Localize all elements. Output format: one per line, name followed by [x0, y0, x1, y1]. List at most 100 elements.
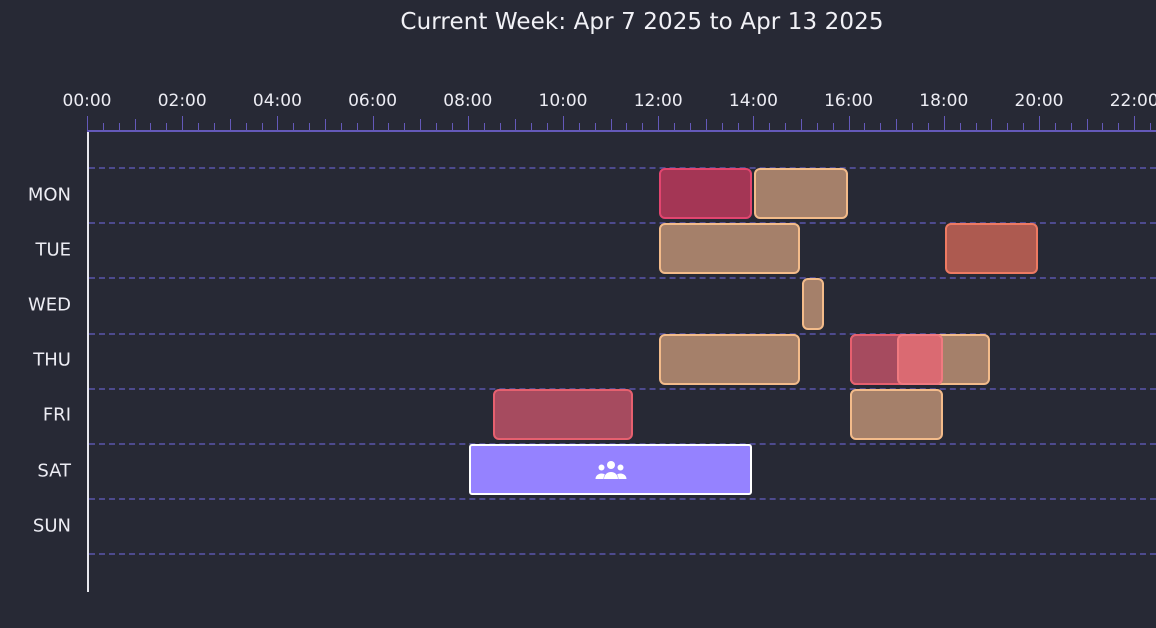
ruler-tick: [103, 123, 104, 130]
row-divider: [89, 277, 1156, 280]
ruler-tick: [626, 123, 627, 130]
event-tue-1200[interactable]: [659, 223, 800, 275]
ruler-line: [87, 130, 1156, 132]
event-tue-1800[interactable]: [944, 223, 1038, 275]
hour-label: 00:00: [62, 91, 112, 111]
row-divider: [89, 498, 1156, 501]
ruler-tick: [436, 123, 437, 130]
ruler-tick: [357, 123, 358, 130]
ruler-tick: [1039, 116, 1040, 130]
row-divider: [89, 553, 1156, 556]
hour-label: 10:00: [538, 91, 588, 111]
ruler-tick: [864, 123, 865, 130]
ruler-tick: [420, 119, 421, 130]
ruler-tick: [1023, 123, 1024, 130]
hour-label: 20:00: [1014, 91, 1064, 111]
ruler-tick: [674, 123, 675, 130]
ruler-tick: [658, 116, 659, 130]
ruler-tick: [87, 116, 88, 130]
hour-label: 12:00: [633, 91, 683, 111]
ruler-tick: [785, 123, 786, 130]
ruler-tick: [230, 119, 231, 130]
ruler-tick: [309, 123, 310, 130]
day-label-tue: TUE: [35, 239, 71, 261]
event-fri-1600[interactable]: [849, 388, 943, 440]
ruler-tick: [611, 119, 612, 130]
ruler-tick: [1134, 116, 1135, 130]
ruler-tick: [388, 123, 389, 130]
ruler-tick: [738, 123, 739, 130]
ruler-tick: [753, 116, 754, 130]
hour-label: 06:00: [348, 91, 398, 111]
ruler-tick: [595, 123, 596, 130]
event-mon-1400[interactable]: [754, 168, 848, 220]
day-label-wed: WED: [27, 294, 71, 316]
ruler-tick: [468, 116, 469, 130]
hour-label: 02:00: [157, 91, 207, 111]
row-divider: [89, 167, 1156, 169]
ruler-tick: [801, 119, 802, 130]
ruler-tick: [531, 123, 532, 130]
event-fri-0830[interactable]: [492, 388, 634, 440]
ruler-tick: [150, 123, 151, 130]
vertical-axis: [87, 132, 89, 592]
ruler-tick: [373, 116, 374, 130]
ruler-tick: [293, 123, 294, 130]
ruler-tick: [722, 123, 723, 130]
ruler-tick: [214, 123, 215, 130]
ruler-tick: [579, 123, 580, 130]
event-sat-0800[interactable]: [468, 444, 753, 496]
hour-label: 18:00: [919, 91, 969, 111]
ruler-tick: [1150, 123, 1151, 130]
ruler-tick: [960, 123, 961, 130]
hour-label: 16:00: [824, 91, 874, 111]
ruler-tick: [1071, 123, 1072, 130]
hour-label: 08:00: [443, 91, 493, 111]
event-wed-1500[interactable]: [802, 278, 824, 330]
ruler-tick: [404, 123, 405, 130]
ruler-tick: [976, 123, 977, 130]
event-thu-1700[interactable]: [897, 333, 943, 385]
ruler-tick: [928, 123, 929, 130]
ruler-tick: [642, 123, 643, 130]
ruler-tick: [325, 119, 326, 130]
ruler-tick: [769, 123, 770, 130]
ruler-tick: [849, 116, 850, 130]
ruler-tick: [896, 119, 897, 130]
ruler-tick: [1055, 123, 1056, 130]
day-label-mon: MON: [27, 184, 71, 206]
ruler-tick: [246, 123, 247, 130]
group-icon: [594, 460, 628, 480]
event-mon-1200[interactable]: [659, 168, 753, 220]
ruler-tick: [182, 116, 183, 130]
row-divider: [89, 222, 1156, 225]
hour-label: 04:00: [252, 91, 302, 111]
ruler-tick: [277, 116, 278, 130]
ruler-tick: [1007, 123, 1008, 130]
ruler-tick: [119, 123, 120, 130]
page-title: Current Week: Apr 7 2025 to Apr 13 2025: [400, 9, 884, 35]
ruler-tick: [262, 123, 263, 130]
ruler-tick: [452, 123, 453, 130]
day-label-sat: SAT: [37, 460, 71, 482]
ruler-tick: [500, 123, 501, 130]
ruler-tick: [944, 116, 945, 130]
ruler-tick: [341, 123, 342, 130]
hour-label: 14:00: [728, 91, 778, 111]
ruler-tick: [515, 119, 516, 130]
day-label-sun: SUN: [32, 515, 71, 537]
ruler-tick: [166, 123, 167, 130]
event-thu-1200[interactable]: [659, 333, 800, 385]
ruler-tick: [690, 123, 691, 130]
ruler-tick: [1102, 123, 1103, 130]
ruler-tick: [1087, 119, 1088, 130]
ruler-tick: [833, 123, 834, 130]
day-label-fri: FRI: [42, 404, 71, 426]
ruler-tick: [706, 119, 707, 130]
ruler-tick: [1118, 123, 1119, 130]
hour-label: 22:00: [1109, 91, 1156, 111]
ruler-tick: [547, 123, 548, 130]
ruler-tick: [198, 123, 199, 130]
ruler-tick: [563, 116, 564, 130]
ruler-tick: [991, 119, 992, 130]
